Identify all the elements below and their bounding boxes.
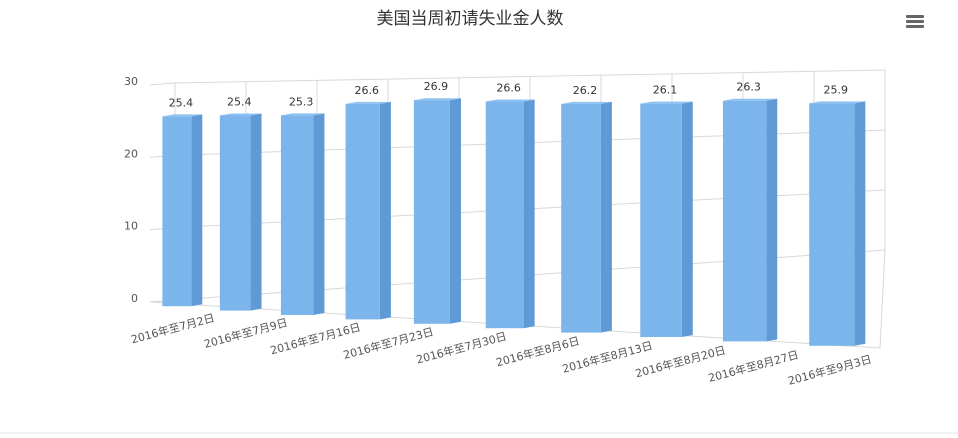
bar-top [162,114,203,117]
value-label: 26.2 [573,84,598,97]
bar-side [250,113,262,311]
bar-side [681,101,693,337]
bar [561,103,601,333]
y-tick-label: 0 [131,292,138,305]
value-label: 26.6 [496,82,521,95]
bar [280,115,314,315]
bar-side [766,98,778,342]
value-label: 25.3 [289,95,314,108]
y-tick-label: 10 [124,220,138,233]
bar [219,115,251,311]
bar-side [191,114,203,307]
bar [345,103,380,320]
bar [809,103,855,346]
value-label: 26.6 [354,84,379,97]
bar-side [854,101,866,346]
bar [640,103,682,337]
value-label: 25.4 [227,95,252,108]
bar-top [809,101,866,104]
y-tick-label: 20 [124,147,138,160]
value-label: 25.9 [824,83,849,96]
bar-side [449,98,461,324]
bar-side [600,101,612,333]
bar [162,116,192,307]
value-label: 26.3 [736,81,761,94]
x-tick-label: 2016年至9月3日 [786,352,873,388]
bar [485,101,524,329]
bar-top [561,101,612,104]
bar-side [313,113,325,315]
bar-top [722,98,778,101]
bar-top [219,113,262,116]
y-tick [149,82,176,86]
floor-edge [879,249,886,349]
chart-title: 美国当周初请失业金人数 [377,9,564,29]
menu-bar[interactable] [906,20,924,23]
value-label: 26.1 [653,84,678,97]
bar-top [345,101,391,104]
value-label: 25.4 [169,96,194,109]
bar [413,100,450,324]
bar-top [413,98,461,101]
menu-bar[interactable] [906,25,924,28]
value-label: 26.9 [424,80,449,93]
bar-top [485,99,535,102]
bar-top [640,101,693,104]
grid-line [174,69,886,84]
bar [722,100,767,342]
bar-side [379,101,391,320]
menu-button[interactable] [906,15,924,28]
menu-bar[interactable] [906,15,924,18]
bar-top [280,113,325,116]
y-tick-label: 30 [124,75,138,88]
bar-side [523,99,535,329]
